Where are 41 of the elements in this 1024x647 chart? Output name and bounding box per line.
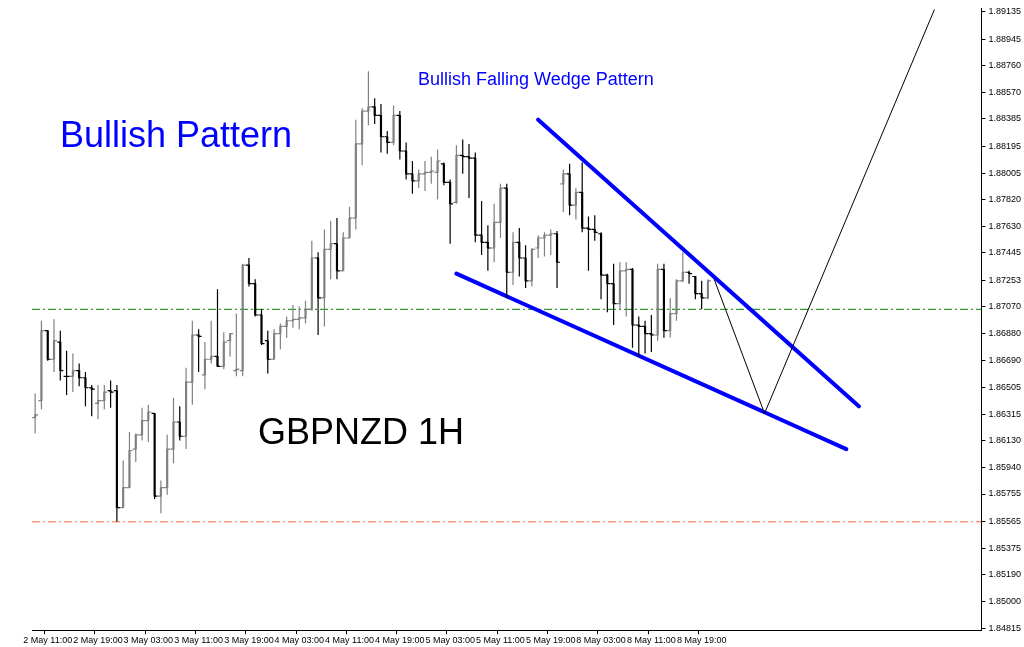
y-tick-label: 1.88195 — [988, 140, 1022, 151]
y-tick-label: 1.85190 — [988, 569, 1022, 580]
y-tick-label: 1.86130 — [988, 435, 1022, 446]
annotation: Bullish Pattern — [60, 114, 293, 155]
y-tick-label: 1.88760 — [988, 59, 1022, 70]
x-tick-label: 5 May 19:00 — [525, 635, 576, 646]
x-tick-label: 8 May 03:00 — [576, 635, 626, 646]
y-tick-label: 1.85755 — [988, 488, 1022, 499]
x-tick-label: 3 May 19:00 — [224, 635, 274, 646]
y-tick-label: 1.86690 — [988, 355, 1022, 366]
y-tick-label: 1.87070 — [988, 300, 1022, 311]
x-tick-label: 5 May 03:00 — [425, 635, 475, 646]
y-tick-label: 1.85375 — [988, 542, 1022, 553]
y-tick-label: 1.85000 — [988, 596, 1022, 607]
y-tick-label: 1.84815 — [988, 622, 1022, 633]
x-tick-label: 3 May 11:00 — [174, 635, 224, 646]
y-tick-label: 1.88945 — [988, 33, 1022, 44]
x-tick-label: 4 May 03:00 — [274, 635, 324, 646]
y-tick-label: 1.86505 — [988, 381, 1022, 392]
x-tick-label: 2 May 19:00 — [73, 635, 123, 646]
y-tick-label: 1.88005 — [988, 167, 1022, 178]
y-tick-label: 1.85565 — [988, 515, 1022, 526]
y-tick-label: 1.88570 — [988, 87, 1022, 98]
x-tick-label: 4 May 11:00 — [325, 635, 374, 646]
y-tick-label: 1.86880 — [988, 328, 1022, 339]
annotation: Bullish Falling Wedge Pattern — [418, 69, 654, 89]
x-tick-label: 3 May 03:00 — [123, 635, 174, 646]
y-tick-label: 1.85940 — [988, 462, 1022, 473]
y-tick-label: 1.86315 — [988, 408, 1022, 419]
x-tick-label: 5 May 11:00 — [476, 635, 525, 646]
annotation: GBPNZD 1H — [258, 411, 465, 452]
y-tick-label: 1.88385 — [988, 113, 1022, 124]
y-tick-label: 1.87820 — [988, 193, 1022, 204]
x-tick-label: 4 May 19:00 — [375, 635, 425, 646]
y-tick-label: 1.89135 — [988, 6, 1022, 17]
x-tick-label: 2 May 11:00 — [23, 635, 73, 646]
y-tick-label: 1.87630 — [988, 221, 1022, 232]
x-tick-label: 8 May 11:00 — [626, 635, 676, 646]
y-tick-label: 1.87445 — [988, 247, 1022, 258]
y-tick-label: 1.87253 — [988, 274, 1022, 285]
x-tick-label: 8 May 19:00 — [676, 635, 727, 646]
